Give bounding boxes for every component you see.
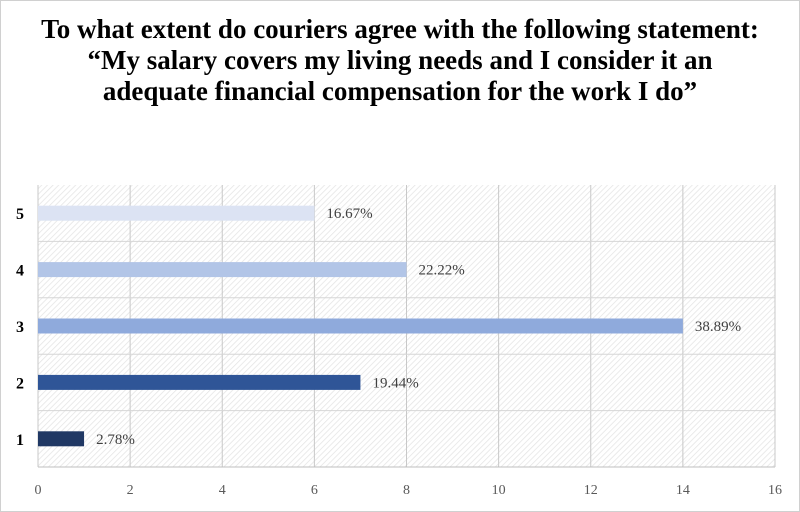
chart-title: To what extent do couriers agree with th… — [41, 14, 759, 106]
bar-3 — [38, 318, 683, 334]
y-tick-label: 1 — [16, 432, 24, 449]
y-tick-label: 3 — [16, 319, 24, 336]
x-tick-label: 4 — [219, 483, 226, 498]
data-label: 2.78% — [96, 432, 135, 448]
data-label: 22.22% — [419, 263, 465, 279]
bar-2 — [38, 374, 361, 390]
x-tick-label: 16 — [768, 483, 782, 498]
bar-1 — [38, 431, 85, 447]
y-tick-label: 4 — [16, 263, 24, 280]
x-tick-label: 10 — [492, 483, 506, 498]
bar-5 — [38, 205, 315, 221]
y-tick-label: 5 — [16, 206, 24, 223]
x-tick-label: 6 — [311, 483, 318, 498]
y-tick-label: 2 — [16, 375, 24, 392]
data-label: 16.67% — [326, 206, 372, 222]
bar-4 — [38, 262, 407, 278]
x-tick-label: 8 — [403, 483, 410, 498]
x-tick-label: 0 — [35, 483, 42, 498]
x-tick-label: 14 — [676, 483, 690, 498]
x-tick-label: 12 — [584, 483, 598, 498]
data-label: 38.89% — [695, 319, 741, 335]
x-tick-label: 2 — [127, 483, 134, 498]
data-label: 19.44% — [372, 375, 418, 391]
